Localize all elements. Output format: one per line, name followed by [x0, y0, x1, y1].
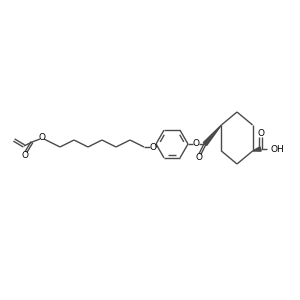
Text: O: O [196, 154, 202, 163]
Text: O: O [193, 139, 200, 148]
Polygon shape [253, 147, 261, 151]
Text: O: O [257, 128, 264, 137]
Text: OH: OH [271, 145, 284, 154]
Polygon shape [203, 125, 221, 146]
Text: O: O [22, 152, 28, 160]
Text: O: O [149, 142, 157, 152]
Text: O: O [38, 134, 46, 142]
